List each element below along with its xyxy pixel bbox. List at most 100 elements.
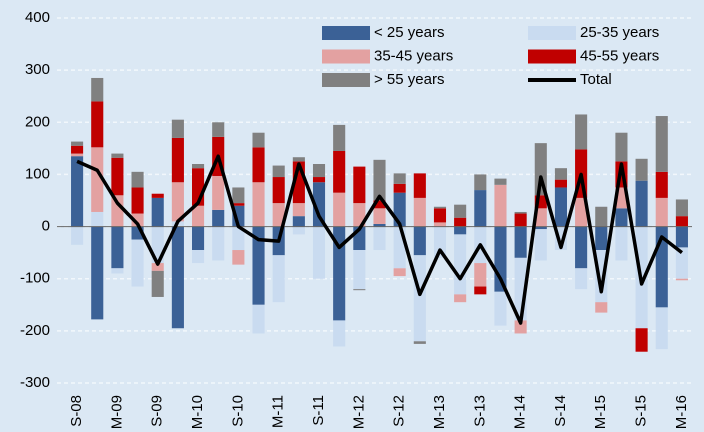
bar-segment (272, 255, 285, 303)
bar-segment (111, 226, 124, 269)
x-tick-label: M-14 (512, 395, 529, 429)
bar-segment (575, 268, 588, 290)
y-tick-label: 300 (25, 61, 50, 78)
y-tick-label: 0 (42, 218, 50, 235)
bar-segment (91, 147, 104, 212)
bar-segment (494, 184, 507, 227)
bar-segment (433, 206, 447, 209)
bar-segment (252, 132, 265, 148)
bar-segment (131, 239, 144, 287)
y-tick-label: -200 (20, 322, 50, 339)
bar-segment (454, 234, 467, 295)
bar-segment (272, 203, 285, 227)
x-tick-label: S-09 (149, 395, 166, 427)
bar-segment (615, 208, 628, 227)
x-tick-label: S-08 (68, 395, 85, 427)
bar-segment (192, 205, 205, 227)
bar-segment (494, 178, 507, 185)
bar-segment (514, 320, 527, 334)
bar-segment (454, 226, 467, 235)
y-tick-label: -100 (20, 270, 50, 287)
bar-segment (232, 203, 245, 206)
y-tick-label: 400 (25, 9, 50, 26)
bar-segment (192, 226, 205, 251)
legend-swatch (322, 49, 370, 64)
x-tick-label: S-13 (471, 395, 488, 427)
bar-segment (333, 192, 346, 227)
bar-segment (413, 197, 426, 227)
bar-segment (292, 226, 305, 235)
legend-swatch (528, 49, 576, 64)
y-tick-label: 100 (25, 165, 50, 182)
bar-segment (373, 208, 386, 224)
legend-swatch (322, 26, 370, 40)
bar-segment (333, 226, 346, 321)
bar-segment (91, 226, 104, 320)
bar-segment (252, 226, 265, 305)
bar-segment (232, 226, 245, 251)
bar-segment (111, 268, 124, 274)
bar-segment (433, 222, 447, 227)
bar-segment (312, 164, 326, 178)
y-tick-label: 200 (25, 113, 50, 130)
legend-label: < 25 years (374, 24, 444, 41)
bar-segment (575, 226, 588, 269)
bar-segment (91, 101, 104, 148)
bar-segment (554, 179, 567, 188)
bar-segment (635, 158, 648, 181)
bar-segment (514, 226, 527, 258)
bar-segment (554, 187, 567, 227)
bar-segment (454, 217, 467, 227)
legend-swatch (322, 73, 370, 87)
bar-segment (151, 263, 164, 271)
bar-segment (71, 145, 84, 154)
bar-segment (71, 226, 84, 245)
bar-segment (353, 289, 366, 291)
bar-segment (272, 165, 285, 178)
bar-segment (91, 211, 104, 227)
bar-segment (353, 203, 366, 227)
bar-segment (615, 226, 628, 261)
bar-segment (171, 182, 184, 222)
bar-segment (675, 247, 688, 279)
bar-segment (333, 124, 346, 151)
bar-segment (353, 250, 366, 290)
bar-segment (534, 208, 547, 227)
x-tick-label: S-12 (391, 395, 408, 427)
bar-segment (413, 255, 426, 342)
bar-segment (675, 199, 688, 217)
legend-swatch (528, 26, 576, 40)
bar-segment (474, 174, 487, 191)
bar-segment (312, 182, 326, 227)
total-line (76, 154, 683, 325)
bar-segment (91, 77, 104, 102)
bar-segment (514, 211, 527, 214)
bar-segment (655, 307, 668, 350)
bar-segment (393, 183, 406, 193)
bar-segment (675, 278, 688, 281)
bar-segment (655, 197, 668, 227)
bar-segment (212, 226, 225, 261)
bar-segment (454, 294, 467, 303)
bar-segment (675, 216, 688, 227)
bar-segment (171, 137, 184, 183)
legend-label: 45-55 years (580, 47, 659, 64)
x-tick-label: M-09 (108, 395, 125, 429)
bar-segment (675, 226, 688, 248)
bar-segment (192, 164, 205, 169)
bar-segment (131, 171, 144, 188)
bar-segment (595, 226, 608, 251)
bar-segment (252, 304, 265, 334)
bar-segment (353, 166, 366, 204)
bar-segment (454, 204, 467, 218)
bar-segment (171, 226, 184, 329)
bar-segment (272, 177, 285, 204)
legend-label: > 55 years (374, 71, 444, 88)
bar-segment (534, 229, 547, 261)
bar-segment (494, 291, 507, 326)
bar-segment (474, 286, 487, 295)
bar-segment (312, 177, 326, 183)
bar-segment (111, 153, 124, 158)
bar-segment (413, 173, 426, 198)
bar-segment (312, 226, 326, 279)
